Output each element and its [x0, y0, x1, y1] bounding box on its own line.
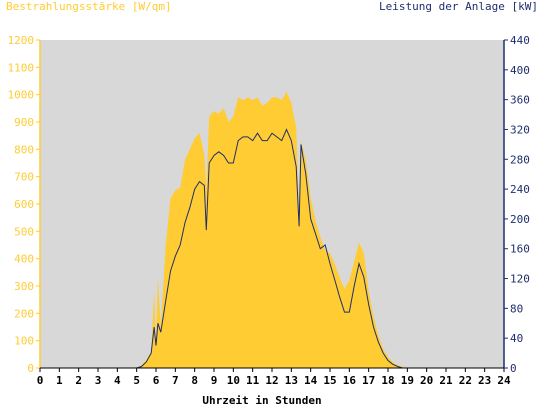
left-axis-tick-label: 1200 — [8, 34, 35, 47]
x-axis-tick-label: 4 — [114, 374, 121, 387]
x-axis-tick-label: 23 — [478, 374, 491, 387]
x-axis-tick-label: 3 — [95, 374, 102, 387]
x-axis-tick-label: 12 — [265, 374, 278, 387]
left-axis-tick-label: 400 — [14, 253, 34, 266]
left-axis-tick-label: 800 — [14, 143, 34, 156]
x-axis-tick-label: 18 — [381, 374, 394, 387]
x-axis-tick-label: 15 — [323, 374, 336, 387]
x-axis-label: Uhrzeit in Stunden — [202, 394, 321, 407]
irradiance-area — [136, 91, 413, 369]
x-axis-tick-label: 24 — [497, 374, 511, 387]
left-axis-tick-label: 600 — [14, 198, 34, 211]
right-axis-tick-label: 280 — [510, 153, 530, 166]
x-axis-tick-label: 9 — [211, 374, 218, 387]
right-axis-tick-label: 360 — [510, 94, 530, 107]
right-axis-title: Leistung der Anlage [kW] — [379, 0, 538, 13]
x-axis-tick-label: 14 — [304, 374, 318, 387]
power-line — [40, 128, 504, 369]
x-axis-tick-label: 20 — [420, 374, 433, 387]
axes: 0100200300400500600700800900100011001200… — [8, 34, 530, 387]
left-axis-title: Bestrahlungsstärke [W/qm] — [6, 0, 172, 13]
x-axis-tick-label: 8 — [191, 374, 198, 387]
right-axis-tick-label: 0 — [510, 362, 517, 375]
left-axis-tick-label: 200 — [14, 307, 34, 320]
x-axis-tick-label: 16 — [343, 374, 357, 387]
right-axis-tick-label: 320 — [510, 123, 530, 136]
left-axis-tick-label: 900 — [14, 116, 34, 129]
left-axis-tick-label: 500 — [14, 225, 34, 238]
right-axis-tick-label: 80 — [510, 302, 523, 315]
left-axis-tick-label: 100 — [14, 335, 34, 348]
x-axis-tick-label: 10 — [227, 374, 240, 387]
x-axis-tick-label: 6 — [153, 374, 160, 387]
x-axis-tick-label: 1 — [56, 374, 63, 387]
right-axis-tick-label: 120 — [510, 273, 530, 286]
x-axis-tick-label: 2 — [75, 374, 82, 387]
x-axis-tick-label: 19 — [401, 374, 414, 387]
x-axis-tick-label: 22 — [459, 374, 472, 387]
right-axis-tick-label: 160 — [510, 243, 530, 256]
x-axis-tick-label: 17 — [362, 374, 375, 387]
x-axis-tick-label: 0 — [37, 374, 44, 387]
left-axis-tick-label: 300 — [14, 280, 34, 293]
right-axis-tick-label: 40 — [510, 332, 523, 345]
right-axis-tick-label: 200 — [510, 213, 530, 226]
left-axis-tick-label: 1000 — [8, 89, 35, 102]
x-axis-tick-label: 13 — [285, 374, 298, 387]
right-axis-tick-label: 400 — [510, 64, 530, 77]
x-axis-tick-label: 7 — [172, 374, 179, 387]
x-axis-tick-label: 5 — [133, 374, 140, 387]
x-axis-tick-label: 21 — [439, 374, 453, 387]
left-axis-tick-label: 1100 — [8, 61, 35, 74]
left-axis-tick-label: 0 — [27, 362, 34, 375]
right-axis-tick-label: 440 — [510, 34, 530, 47]
right-axis-tick-label: 240 — [510, 183, 530, 196]
x-axis-tick-label: 11 — [246, 374, 260, 387]
left-axis-tick-label: 700 — [14, 171, 34, 184]
